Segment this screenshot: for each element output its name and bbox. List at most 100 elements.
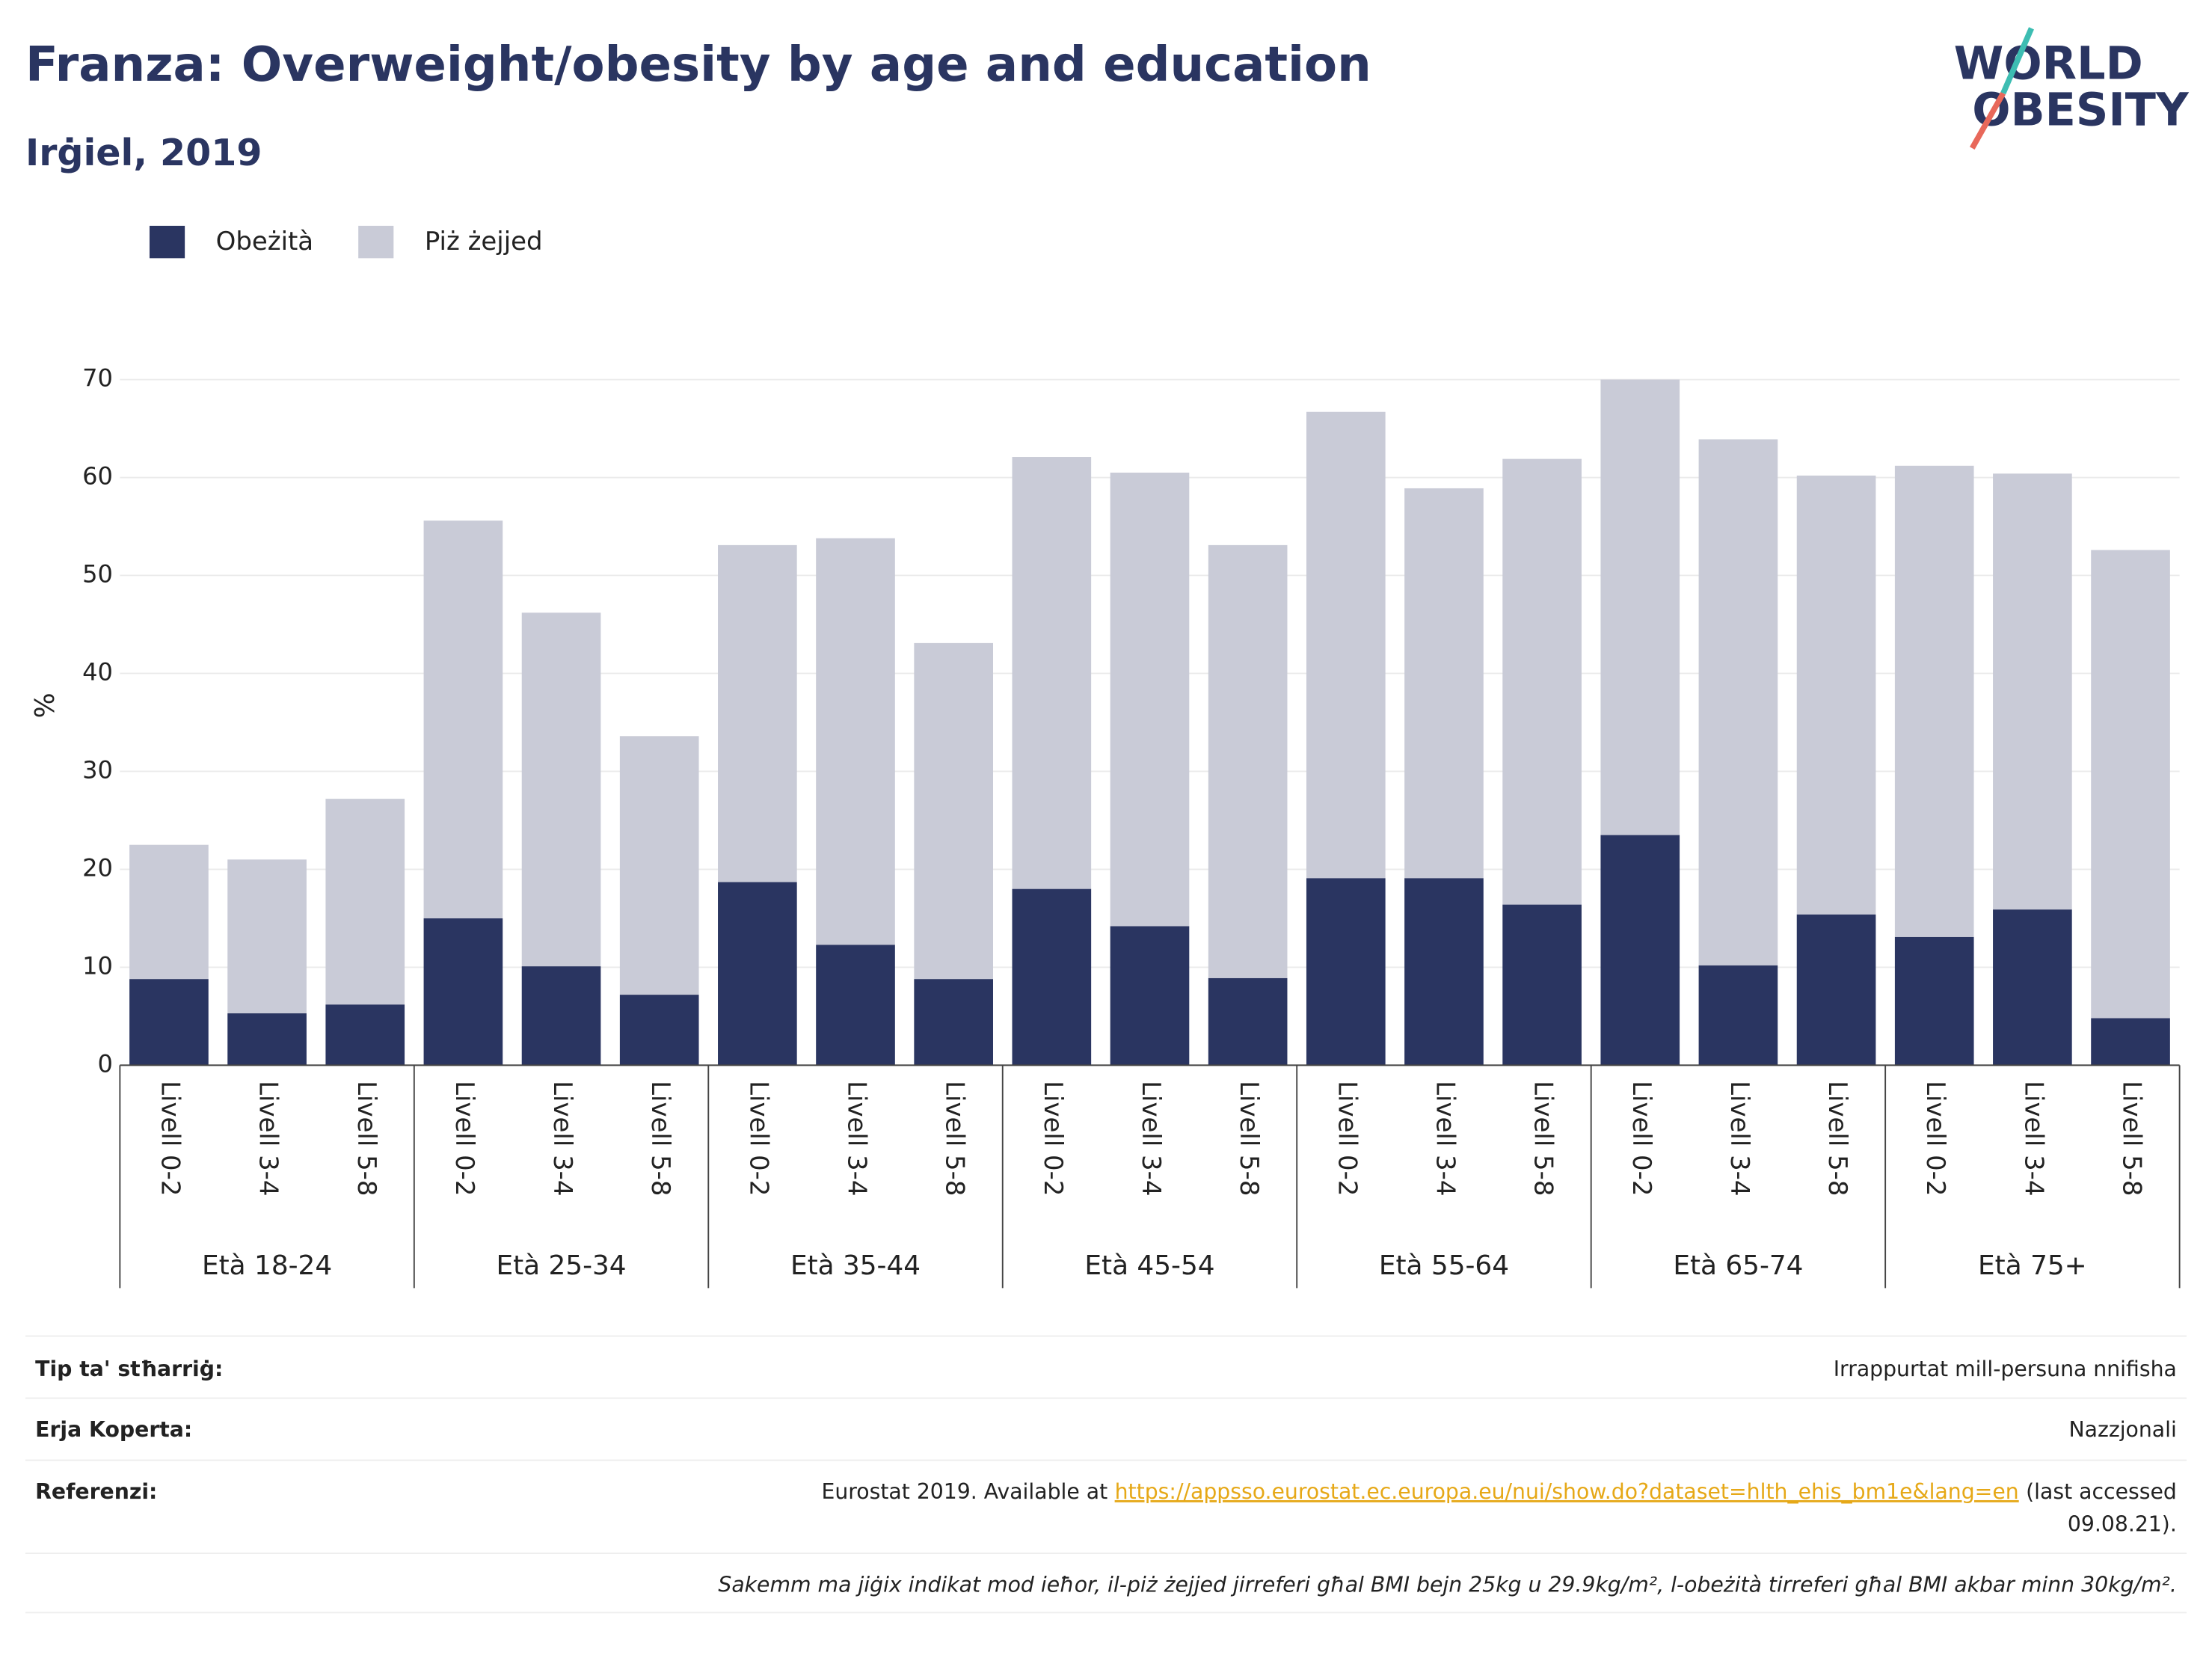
logo-word: OBESITY: [1972, 85, 2190, 137]
y-tick-label: 30: [82, 755, 113, 784]
bar-segment: [718, 544, 797, 882]
bar-segment: [423, 918, 503, 1066]
x-tick-label: Livell 3-4: [1724, 1081, 1754, 1196]
y-axis-label: %: [30, 693, 61, 718]
x-tick-label: Livell 3-4: [254, 1081, 283, 1196]
bar-segment: [619, 736, 699, 995]
bar-segment: [816, 538, 895, 945]
legend-label: Obeżità: [216, 227, 313, 257]
bar-segment: [1502, 458, 1582, 905]
bar-segment: [1600, 835, 1680, 1066]
x-tick-label: Livell 0-2: [155, 1081, 185, 1196]
bar-segment: [1404, 878, 1484, 1066]
group-label: Età 45-54: [1084, 1250, 1214, 1281]
bar-segment: [1404, 488, 1484, 879]
y-tick-label: 10: [82, 951, 113, 980]
legend-swatch: [149, 225, 185, 259]
bar-segment: [619, 995, 699, 1066]
bar-segment: [227, 1013, 307, 1066]
bar-segment: [1208, 977, 1288, 1066]
logo-slash: [1970, 91, 2006, 150]
bar-segment: [521, 612, 601, 967]
x-tick-label: Livell 0-2: [449, 1081, 479, 1196]
footer: Tip ta' stħarriġ: Irrappurtat mill-persu…: [25, 1335, 2187, 1614]
group-label: Età 35-44: [790, 1250, 921, 1281]
group-label: Età 18-24: [202, 1250, 332, 1281]
group-label: Età 65-74: [1673, 1250, 1803, 1281]
group-label: Età 25-34: [496, 1250, 626, 1281]
x-tick-label: Livell 3-4: [1430, 1081, 1460, 1196]
x-tick-label: Livell 0-2: [1332, 1081, 1362, 1196]
bar-segment: [914, 979, 993, 1066]
note: Sakemm ma jiġix indikat mod ieħor, il-pi…: [718, 1572, 2176, 1597]
bar-segment: [1012, 457, 1092, 889]
row-label: Referenzi:: [35, 1479, 157, 1504]
bar-segment: [521, 966, 601, 1066]
y-tick-label: 70: [82, 364, 113, 393]
row-label: Erja Koperta:: [35, 1417, 192, 1442]
logo-word: WORLD: [1954, 37, 2143, 90]
bar-segment: [1110, 472, 1190, 927]
legend-label: Piż żejjed: [425, 227, 543, 257]
bar-segment: [1796, 914, 1876, 1066]
bar-segment: [2091, 1018, 2170, 1066]
bar-segment: [1110, 926, 1190, 1066]
x-tick-label: Livell 5-8: [645, 1081, 675, 1196]
logo-slash: [2000, 27, 2034, 95]
x-tick-label: Livell 0-2: [1626, 1081, 1656, 1196]
bar-segment: [1894, 465, 1974, 937]
row-value: Nazzjonali: [2069, 1417, 2177, 1442]
y-tick-label: 60: [82, 462, 113, 491]
bar-segment: [1012, 888, 1092, 1066]
bar-segment: [914, 642, 993, 980]
y-tick-label: 40: [82, 657, 113, 686]
bar-segment: [1306, 878, 1386, 1066]
bar-segment: [1698, 965, 1778, 1066]
x-tick-label: Livell 5-8: [1234, 1081, 1264, 1196]
reference: Eurostat 2019. Available at https://appss…: [821, 1479, 2176, 1504]
reference-date: 09.08.21).: [2068, 1511, 2177, 1536]
x-tick-label: Livell 0-2: [1038, 1081, 1068, 1196]
bar-segment: [325, 1004, 405, 1066]
bar-segment: [129, 844, 209, 980]
x-tick-label: Livell 0-2: [1920, 1081, 1950, 1196]
bar-segment: [718, 882, 797, 1066]
bar-segment: [1600, 379, 1680, 835]
bar-segment: [423, 521, 503, 918]
x-tick-label: Livell 5-8: [1529, 1081, 1558, 1196]
x-tick-label: Livell 3-4: [842, 1081, 872, 1196]
y-tick-label: 20: [82, 853, 113, 882]
x-tick-label: Livell 3-4: [2018, 1081, 2048, 1196]
bar-segment: [1502, 904, 1582, 1066]
y-tick-label: 0: [98, 1049, 113, 1078]
bar-segment: [1894, 936, 1974, 1066]
bar-segment: [1993, 473, 2072, 910]
bar-segment: [227, 859, 307, 1013]
bar-segment: [325, 799, 405, 1005]
reference-link[interactable]: https://appsso.eurostat.ec.europa.eu/nui…: [1115, 1479, 2019, 1504]
x-tick-label: Livell 5-8: [351, 1081, 381, 1196]
bar-segment: [2091, 550, 2170, 1019]
chart-subtitle: Irġiel, 2019: [25, 131, 262, 174]
x-tick-label: Livell 5-8: [940, 1081, 970, 1196]
row-value: Irrappurtat mill-persuna nnifisha: [1834, 1357, 2177, 1381]
bar-segment: [1306, 411, 1386, 879]
bar-segment: [1208, 544, 1288, 978]
group-label: Età 75+: [1978, 1250, 2087, 1281]
x-tick-label: Livell 5-8: [2117, 1081, 2147, 1196]
row-label: Tip ta' stħarriġ:: [35, 1357, 223, 1381]
x-tick-label: Livell 5-8: [1822, 1081, 1852, 1196]
bar-segment: [816, 945, 895, 1066]
bar-segment: [1698, 439, 1778, 965]
x-tick-label: Livell 0-2: [743, 1081, 773, 1196]
bar-segment: [1993, 909, 2072, 1066]
x-tick-label: Livell 3-4: [547, 1081, 577, 1196]
group-label: Età 55-64: [1379, 1250, 1509, 1281]
bar-segment: [129, 979, 209, 1066]
legend-swatch: [358, 225, 394, 259]
x-tick-label: Livell 3-4: [1136, 1081, 1166, 1196]
reference-text: Eurostat 2019. Available at: [821, 1479, 1107, 1504]
chart-title: Franza: Overweight/obesity by age and ed…: [25, 37, 1371, 93]
